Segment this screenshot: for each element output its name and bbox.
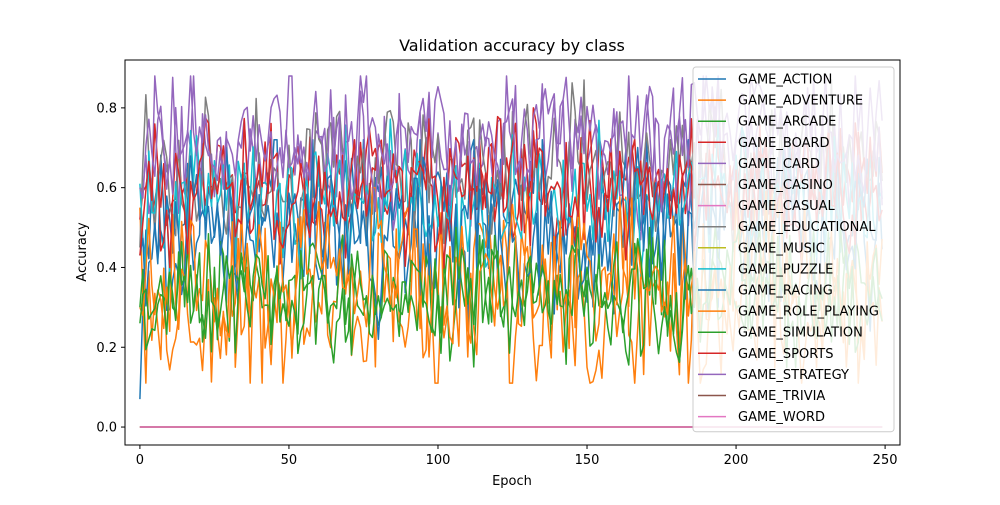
legend-entry: GAME_EDUCATIONAL	[738, 220, 876, 235]
legend-entry: GAME_CASUAL	[738, 199, 836, 214]
y-axis: 0.0 0.2 0.4 0.6 0.8	[96, 101, 125, 436]
legend-entry: GAME_RACING	[738, 284, 833, 299]
legend-entry: GAME_MUSIC	[738, 241, 825, 256]
y-tick-label: 0.0	[96, 421, 117, 436]
y-tick-label: 0.8	[96, 101, 117, 116]
legend-box	[692, 66, 895, 433]
x-axis-label: Epoch	[492, 474, 532, 489]
legend-entry: GAME_ROLE_PLAYING	[738, 305, 879, 320]
x-tick-label: 150	[575, 453, 600, 468]
legend: GAME_ACTION GAME_ADVENTURE GAME_ARCADE GAME…	[692, 66, 895, 433]
x-axis: 0 50 100 150 200 250	[136, 445, 898, 468]
legend-entry: GAME_PUZZLE	[738, 262, 833, 277]
x-tick-label: 0	[136, 453, 144, 468]
x-tick-label: 100	[426, 453, 451, 468]
chart-title: Validation accuracy by class	[399, 36, 625, 55]
legend-entry: GAME_ACTION	[738, 73, 832, 88]
legend-entry: GAME_BOARD	[738, 136, 830, 151]
y-tick-label: 0.4	[96, 261, 117, 276]
legend-entry: GAME_STRATEGY	[738, 368, 849, 383]
legend-entry: GAME_ARCADE	[738, 115, 836, 130]
plot-frame	[124, 59, 901, 446]
legend-entry: GAME_SPORTS	[738, 347, 834, 362]
y-tick-label: 0.2	[96, 341, 117, 356]
y-tick-label: 0.6	[96, 181, 117, 196]
x-tick-label: 200	[724, 453, 749, 468]
x-tick-label: 50	[281, 453, 298, 468]
legend-entry: GAME_ADVENTURE	[738, 94, 863, 109]
legend-entry: GAME_SIMULATION	[738, 326, 863, 341]
y-axis-label: Accuracy	[75, 222, 90, 282]
legend-entry: GAME_CARD	[738, 157, 820, 172]
x-tick-label: 250	[873, 453, 898, 468]
legend-entry: GAME_TRIVIA	[738, 389, 825, 404]
legend-entry: GAME_WORD	[738, 410, 825, 425]
legend-entry: GAME_CASINO	[738, 178, 833, 193]
